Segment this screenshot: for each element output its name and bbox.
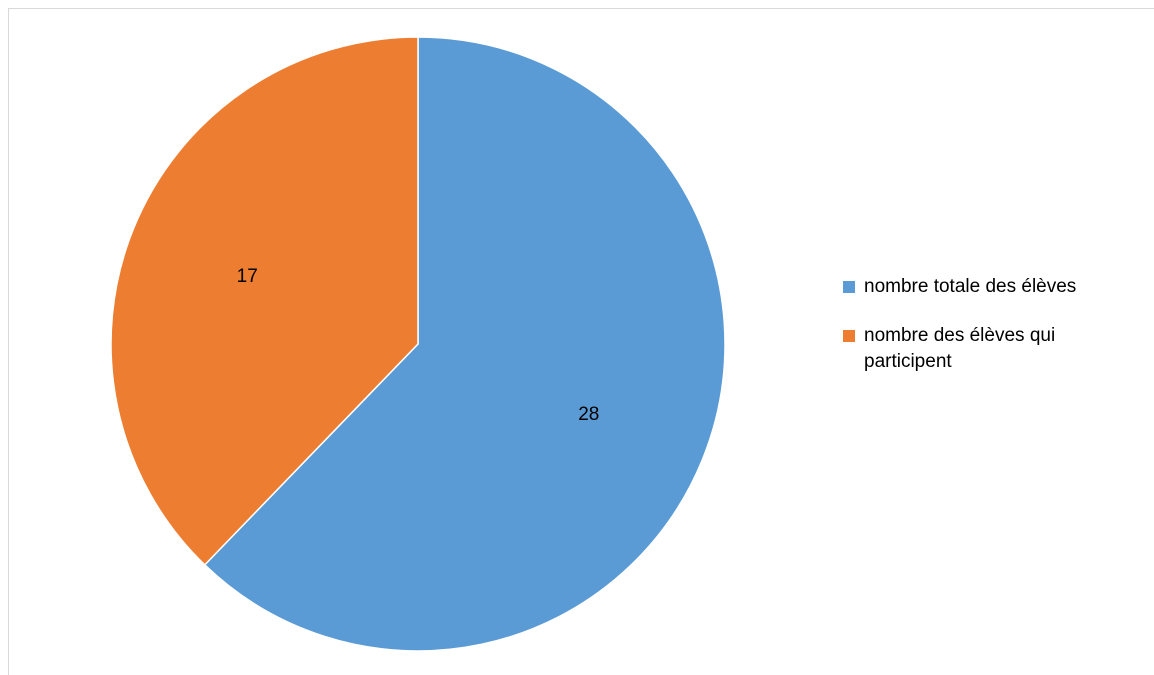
legend-item: nombre des élèves qui participent: [843, 323, 1148, 375]
pie-data-labels: 28 17: [237, 266, 600, 425]
chart-border-left: [8, 8, 9, 675]
pie-slice: [110, 36, 419, 566]
chart-border-top: [8, 8, 1154, 9]
data-label: 28: [578, 404, 599, 425]
legend-swatch: [843, 330, 855, 342]
legend-swatch: [843, 281, 855, 293]
legend: nombre totale des élèves nombre des élèv…: [843, 274, 1148, 398]
pie-slice: [203, 36, 726, 652]
pie-slices: [110, 36, 726, 652]
legend-label: nombre totale des élèves: [864, 276, 1077, 297]
data-label: 17: [237, 266, 258, 287]
legend-label: nombre des élèves qui participent: [864, 325, 1056, 372]
legend-item: nombre totale des élèves: [843, 274, 1148, 300]
